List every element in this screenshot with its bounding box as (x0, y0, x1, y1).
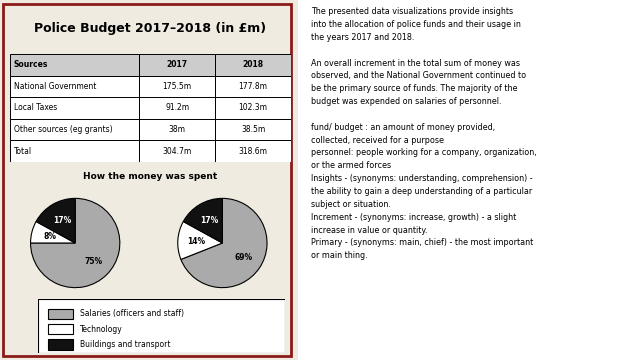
Text: The presented data visualizations provide insights
into the allocation of police: The presented data visualizations provid… (310, 7, 536, 260)
Bar (215, 119, 291, 140)
Text: Police Budget 2017–2018 (in £m): Police Budget 2017–2018 (in £m) (35, 22, 266, 35)
Bar (48, 309, 73, 319)
Text: 69%: 69% (235, 253, 253, 262)
Bar (215, 140, 291, 162)
Bar (10, 76, 139, 97)
Text: 38m: 38m (169, 125, 186, 134)
Wedge shape (183, 198, 223, 243)
Wedge shape (36, 198, 76, 243)
Text: 2017: 2017 (166, 60, 188, 69)
Bar (139, 140, 215, 162)
Text: 91.2m: 91.2m (165, 103, 189, 112)
Wedge shape (31, 198, 120, 288)
Bar (215, 97, 291, 119)
Text: 17%: 17% (53, 216, 71, 225)
Text: 177.8m: 177.8m (239, 82, 268, 91)
Wedge shape (31, 221, 76, 243)
Text: 14%: 14% (188, 237, 205, 246)
Text: 318.6m: 318.6m (239, 147, 268, 156)
Bar (139, 119, 215, 140)
Text: 2018: 2018 (210, 312, 235, 321)
Bar (10, 97, 139, 119)
Bar (48, 324, 73, 334)
Text: 8%: 8% (44, 232, 56, 241)
Bar (10, 119, 139, 140)
Text: Salaries (officers and staff): Salaries (officers and staff) (80, 309, 184, 318)
Text: Local Taxes: Local Taxes (14, 103, 57, 112)
Bar (48, 339, 73, 350)
Bar (139, 97, 215, 119)
Text: Total: Total (14, 147, 32, 156)
Text: Other sources (eg grants): Other sources (eg grants) (14, 125, 113, 134)
Text: Buildings and transport: Buildings and transport (80, 340, 171, 348)
Text: Sources: Sources (14, 60, 48, 69)
Bar (10, 54, 139, 76)
Text: 38.5m: 38.5m (241, 125, 266, 134)
Bar (139, 76, 215, 97)
Text: 75%: 75% (84, 257, 102, 266)
Bar (10, 140, 139, 162)
Text: Technology: Technology (80, 325, 123, 333)
Bar (139, 54, 215, 76)
Text: 2018: 2018 (243, 60, 264, 69)
Wedge shape (178, 221, 223, 260)
Text: National Government: National Government (14, 82, 96, 91)
Text: 17%: 17% (200, 216, 218, 225)
Text: How the money was spent: How the money was spent (83, 172, 218, 181)
Text: 304.7m: 304.7m (163, 147, 192, 156)
Text: 175.5m: 175.5m (163, 82, 192, 91)
Text: 2017: 2017 (63, 312, 88, 321)
Text: 102.3m: 102.3m (239, 103, 268, 112)
Bar (215, 76, 291, 97)
Bar (215, 54, 291, 76)
Wedge shape (181, 198, 267, 288)
